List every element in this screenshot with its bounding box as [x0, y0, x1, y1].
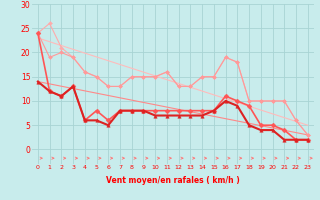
X-axis label: Vent moyen/en rafales ( km/h ): Vent moyen/en rafales ( km/h ): [106, 176, 240, 185]
